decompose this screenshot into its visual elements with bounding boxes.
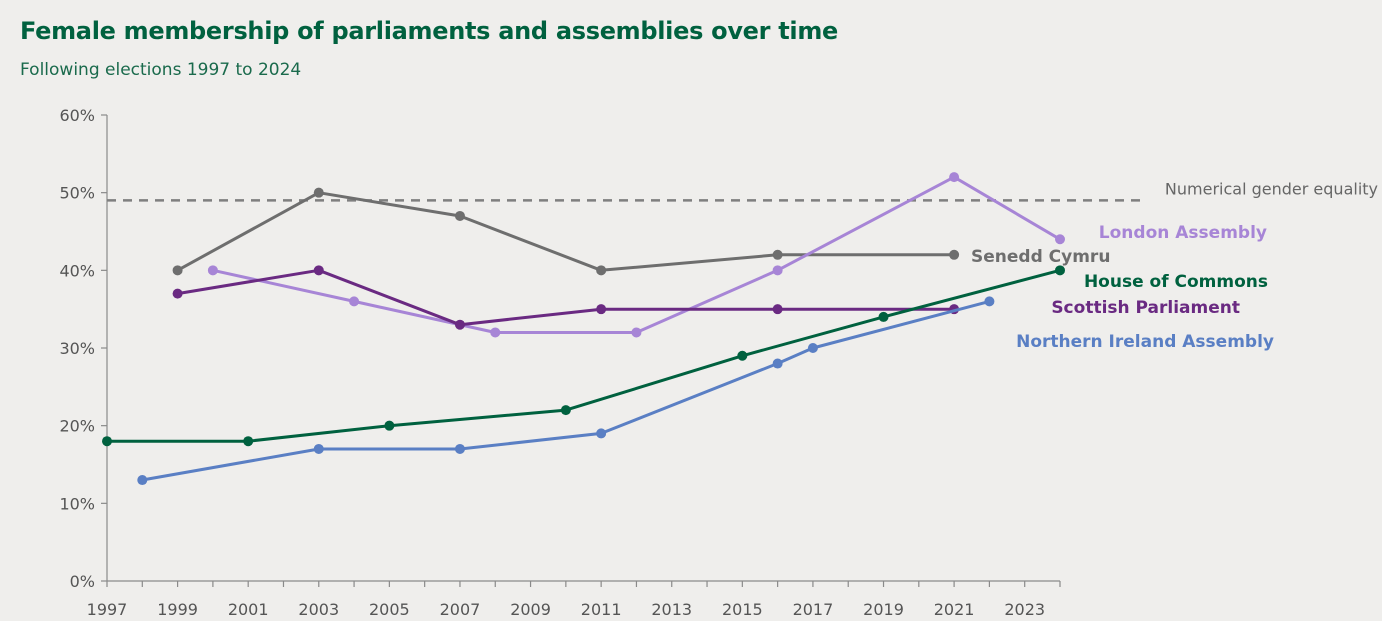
x-tick-label: 1999 <box>157 600 198 619</box>
london-assembly-point <box>490 327 501 338</box>
x-tick-label: 2023 <box>1004 600 1045 619</box>
x-tick-label: 2013 <box>651 600 692 619</box>
house-of-commons-point <box>384 420 395 431</box>
northern-ireland-assembly-point <box>984 296 995 307</box>
house-of-commons-point <box>878 311 889 322</box>
london-assembly-point <box>949 172 960 183</box>
chart-subtitle: Following elections 1997 to 2024 <box>20 60 302 80</box>
senedd-cymru-line <box>176 191 956 272</box>
x-tick-label: 2007 <box>440 600 481 619</box>
y-tick-label: 0% <box>70 572 95 591</box>
northern-ireland-assembly-line <box>140 299 991 482</box>
house-of-commons-point <box>737 350 748 361</box>
northern-ireland-assembly-point <box>313 443 324 454</box>
x-tick-label: 1997 <box>87 600 128 619</box>
x-tick-label: 2017 <box>793 600 834 619</box>
senedd-cymru-point <box>172 265 183 276</box>
house-of-commons-point <box>243 436 254 447</box>
y-tick-label: 20% <box>59 417 95 436</box>
scottish-parliament-point <box>772 304 783 315</box>
x-tick-label: 2003 <box>298 600 339 619</box>
house-of-commons-point <box>1055 265 1065 276</box>
london-assembly-point <box>1055 234 1065 245</box>
senedd-cymru-point <box>454 210 465 221</box>
senedd-cymru-point <box>596 265 607 276</box>
y-tick-label: 50% <box>59 184 95 203</box>
northern-ireland-assembly-point <box>807 343 818 353</box>
scottish-parliament-label: Scottish Parliament <box>1051 298 1240 318</box>
house-of-commons-line <box>105 268 1062 443</box>
scottish-parliament-point <box>454 319 465 330</box>
london-assembly-point <box>772 265 783 276</box>
scottish-parliament-point <box>596 304 607 315</box>
x-tick-label: 2005 <box>369 600 410 619</box>
house-of-commons-label: House of Commons <box>1084 272 1268 292</box>
northern-ireland-assembly-point <box>596 428 607 439</box>
gender-equality-label: Numerical gender equality <box>1165 179 1378 198</box>
northern-ireland-assembly-point <box>772 358 783 369</box>
senedd-cymru-point <box>313 187 324 198</box>
london-assembly-label: London Assembly <box>1099 223 1267 243</box>
london-assembly-point <box>631 327 642 338</box>
scottish-parliament-line <box>176 268 956 327</box>
x-tick-label: 2009 <box>510 600 551 619</box>
scottish-parliament-point <box>172 288 183 299</box>
x-tick-label: 2019 <box>863 600 904 619</box>
y-tick-label: 40% <box>59 261 95 280</box>
x-tick-label: 2021 <box>934 600 975 619</box>
y-tick-label: 30% <box>59 339 95 358</box>
house-of-commons-point <box>102 436 112 447</box>
london-assembly-point <box>207 265 218 276</box>
x-tick-label: 2001 <box>228 600 269 619</box>
scottish-parliament-point <box>313 265 324 276</box>
x-tick-label: 2011 <box>581 600 622 619</box>
chart-title: Female membership of parliaments and ass… <box>20 17 839 45</box>
northern-ireland-assembly-point <box>137 475 148 486</box>
x-tick-label: 2015 <box>722 600 763 619</box>
y-tick-label: 60% <box>59 106 95 125</box>
northern-ireland-assembly-label: Northern Ireland Assembly <box>1016 332 1274 352</box>
senedd-cymru-point <box>772 249 783 260</box>
y-tick-label: 10% <box>59 494 95 513</box>
northern-ireland-assembly-point <box>454 443 465 454</box>
senedd-cymru-label: Senedd Cymru <box>971 247 1110 267</box>
senedd-cymru-point <box>949 249 960 260</box>
london-assembly-point <box>349 296 360 307</box>
house-of-commons-point <box>560 405 571 416</box>
